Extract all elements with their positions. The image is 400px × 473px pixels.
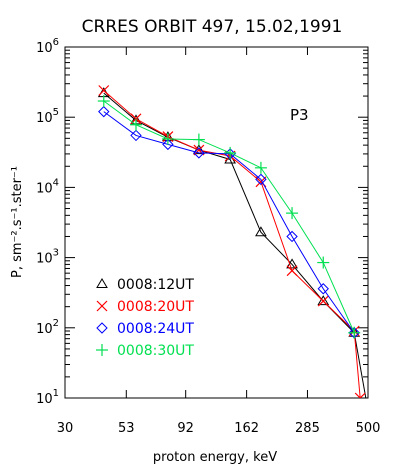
series-line: [103, 92, 355, 334]
legend-marker: [96, 322, 108, 334]
legend-item: 0008:30UT: [96, 343, 194, 359]
series-layer: [97, 85, 367, 398]
legend: 0008:12UT 0008:20UT 0008:24UT 0008:30UT: [96, 277, 194, 359]
legend-label: 0008:24UT: [117, 321, 194, 337]
data-point: [255, 173, 267, 186]
data-point-stroke: [255, 176, 267, 188]
x-tick-label: 53: [118, 421, 135, 436]
axes: 30 53 92 162 285 500 101 102 103 104 105 106: [36, 37, 380, 436]
y-tick-label: 103: [36, 248, 59, 267]
legend-marker: [96, 344, 108, 356]
series-diamond: [98, 105, 360, 339]
data-point: [317, 295, 330, 306]
data-point: [129, 118, 142, 131]
series-plus: [97, 95, 361, 339]
data-point: [161, 132, 174, 145]
data-point-stroke: [286, 265, 298, 277]
y-tick-label: 102: [36, 318, 59, 337]
legend-label: 0008:20UT: [117, 299, 194, 315]
data-point: [192, 133, 205, 146]
legend-label: 0008:12UT: [117, 277, 194, 293]
x-tick-label: 30: [57, 421, 74, 436]
data-point: [98, 85, 110, 96]
data-point: [98, 105, 110, 118]
series-line-extension: [353, 332, 367, 398]
data-point: [130, 129, 142, 142]
data-point-stroke: [98, 85, 110, 96]
data-point: [286, 207, 299, 220]
legend-item: 0008:24UT: [96, 321, 194, 337]
y-tick-label: 105: [36, 107, 59, 126]
data-point: [348, 326, 361, 339]
data-point-stroke: [359, 392, 366, 398]
legend-item: 0008:20UT: [96, 299, 194, 315]
data-point: [286, 230, 298, 243]
y-tick-label: 104: [36, 177, 59, 196]
data-point: [224, 146, 237, 159]
data-point-stroke: [193, 144, 205, 156]
data-point-stroke: [354, 392, 362, 398]
chart-title: CRRES ORBIT 497, 15.02,1991: [82, 17, 343, 37]
y-tick-label: 106: [36, 37, 59, 56]
y-tick-label: 101: [36, 388, 59, 407]
y-axis-label: P, sm⁻².s⁻¹.ster⁻¹: [10, 166, 25, 278]
x-tick-label: 285: [295, 421, 320, 436]
data-point: [97, 95, 110, 108]
data-point: [317, 283, 329, 295]
data-point: [255, 226, 267, 237]
data-point: [317, 256, 330, 269]
x-tick-label: 162: [234, 421, 259, 436]
data-point: [254, 161, 267, 174]
data-point: [354, 392, 366, 398]
data-point: [162, 138, 174, 151]
x-tick-label: 92: [177, 421, 194, 436]
legend-label: 0008:30UT: [117, 343, 194, 359]
x-tick-label: 500: [356, 421, 381, 436]
legend-marker-stroke: [96, 300, 108, 312]
plot-frame: [64, 46, 369, 399]
data-point-stroke: [317, 295, 329, 307]
data-point: [317, 295, 329, 307]
legend-marker: [96, 300, 108, 312]
legend-item: 0008:12UT: [96, 277, 194, 293]
data-point: [193, 147, 205, 159]
legend-marker: [96, 278, 108, 288]
panel-label: P3: [290, 106, 309, 124]
data-point: [286, 265, 298, 277]
x-axis-label: proton energy, keV: [153, 450, 277, 465]
series-line: [103, 90, 361, 398]
